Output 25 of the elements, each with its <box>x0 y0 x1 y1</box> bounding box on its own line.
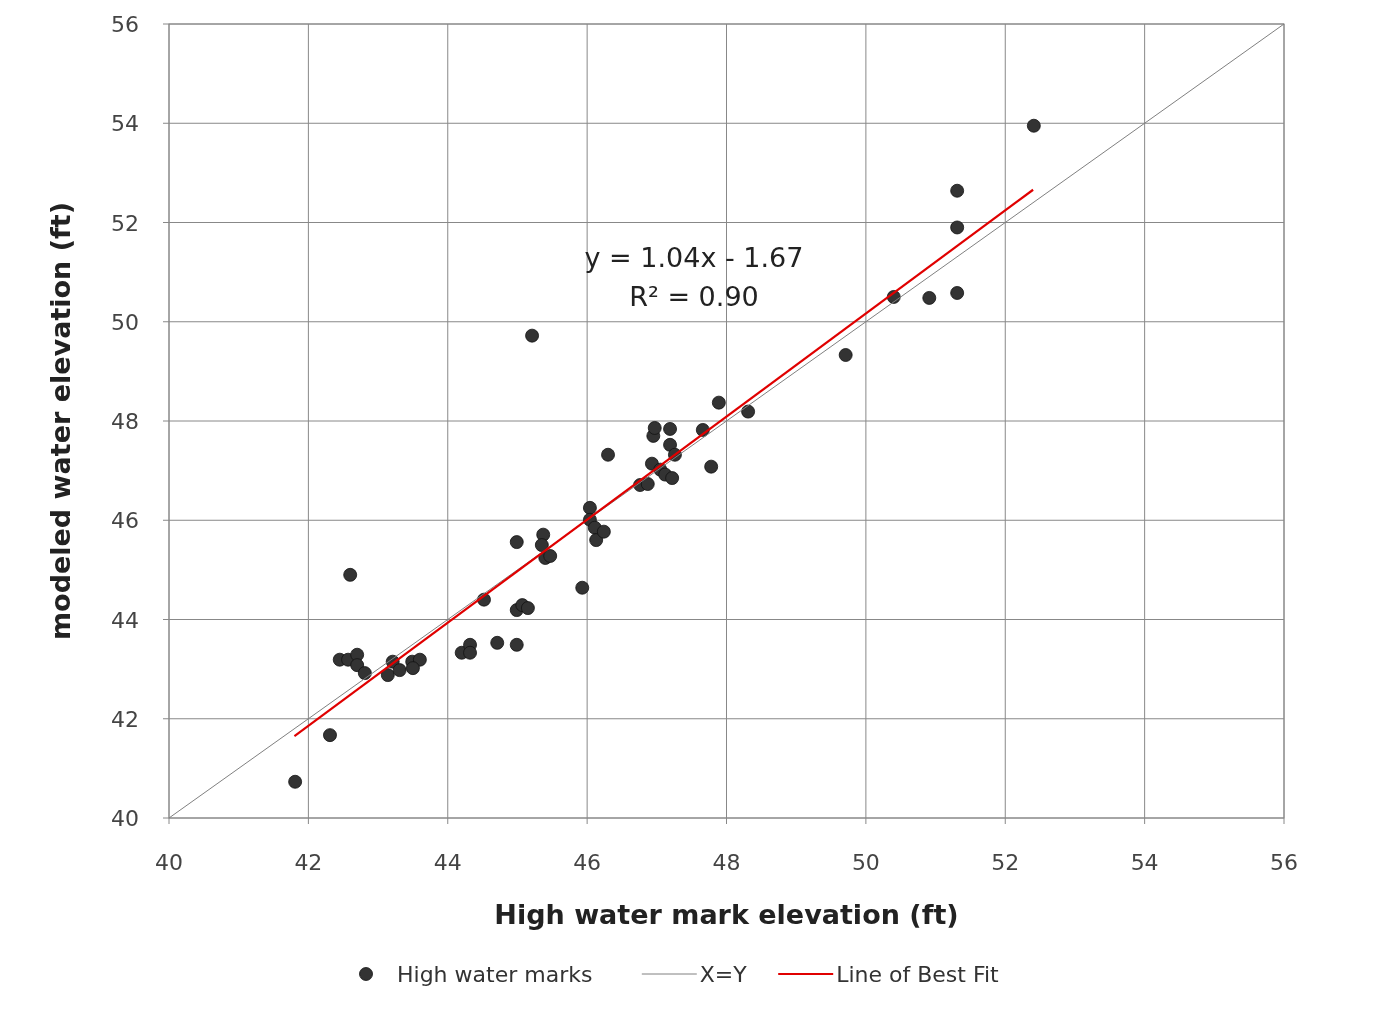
annotation: y = 1.04x - 1.67 <box>584 242 804 273</box>
legend-label: Line of Best Fit <box>836 962 1000 987</box>
x-tick-label: 56 <box>1270 850 1298 875</box>
x-tick-label: 54 <box>1130 850 1159 875</box>
y-tick-label: 50 <box>111 309 139 335</box>
y-tick-label: 48 <box>111 409 139 434</box>
legend-label: High water marks <box>397 962 593 987</box>
x-tick-label: 52 <box>991 850 1020 875</box>
x-tick-label: 42 <box>294 850 323 875</box>
x-tick-label: 40 <box>155 850 183 875</box>
x-tick-label: 50 <box>851 850 880 875</box>
y-axis-title: modeled water elevation (ft) <box>45 201 76 641</box>
y-tick-label: 54 <box>111 111 139 137</box>
y-tick-label: 46 <box>111 508 139 534</box>
x-tick-label: 48 <box>712 850 741 875</box>
x-axis-title: High water mark elevation (ft) <box>494 899 959 930</box>
y-tick-label: 42 <box>111 706 139 732</box>
legend-label: X=Y <box>699 962 748 987</box>
annotation: R² = 0.90 <box>629 281 759 312</box>
y-tick-label: 40 <box>111 806 139 831</box>
y-tick-label: 44 <box>111 607 139 633</box>
y-tick-label: 56 <box>111 12 139 37</box>
y-tick-label: 52 <box>111 210 139 236</box>
x-tick-label: 46 <box>573 850 602 875</box>
x-tick-label: 44 <box>433 850 462 875</box>
